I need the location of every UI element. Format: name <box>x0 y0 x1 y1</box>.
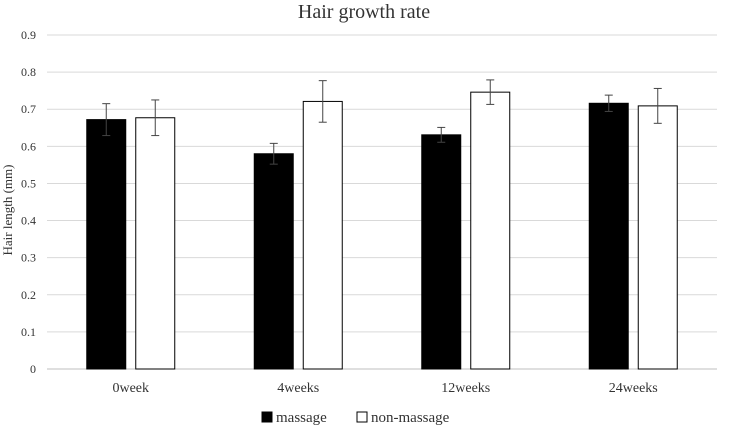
y-tick-label: 0.8 <box>21 65 36 79</box>
bar-massage-0week <box>86 119 127 370</box>
bar-non-massage-12weeks <box>470 91 511 370</box>
y-tick-label: 0.7 <box>21 102 36 116</box>
y-axis-label: Hair length (mm) <box>0 165 15 256</box>
bar-massage-4weeks <box>253 153 294 370</box>
y-tick-label: 0.4 <box>21 214 36 228</box>
bar-non-massage-0week <box>135 117 176 370</box>
x-axis-ticks: 0week 4weeks 12weeks 24weeks <box>112 381 657 396</box>
x-tick-label: 12weeks <box>441 381 490 396</box>
y-tick-label: 0.5 <box>21 176 36 190</box>
x-tick-label: 24weeks <box>609 381 658 396</box>
legend: massage non-massage <box>261 410 450 426</box>
y-tick-label: 0.3 <box>21 251 36 265</box>
bar-massage-24weeks <box>588 102 629 370</box>
bars <box>86 91 678 370</box>
x-tick-label: 0week <box>112 381 149 396</box>
y-tick-label: 0.9 <box>21 28 36 42</box>
x-tick-label: 4weeks <box>277 381 319 396</box>
bar-massage-12weeks <box>421 134 462 370</box>
legend-label-massage: massage <box>276 410 327 426</box>
error-bars <box>102 79 662 165</box>
legend-swatch-non-massage <box>356 411 368 423</box>
y-tick-label: 0.2 <box>21 288 36 302</box>
y-axis-ticks: 0 0.1 0.2 0.3 0.4 0.5 0.6 0.7 0.8 0.9 <box>21 28 36 376</box>
y-tick-label: 0.1 <box>21 325 36 339</box>
chart-title: Hair growth rate <box>298 1 430 23</box>
bar-non-massage-24weeks <box>637 105 678 370</box>
legend-label-non-massage: non-massage <box>371 410 450 426</box>
legend-swatch-massage <box>261 411 273 423</box>
y-tick-label: 0 <box>30 362 36 376</box>
bar-non-massage-4weeks <box>302 100 343 370</box>
y-tick-label: 0.6 <box>21 139 36 153</box>
